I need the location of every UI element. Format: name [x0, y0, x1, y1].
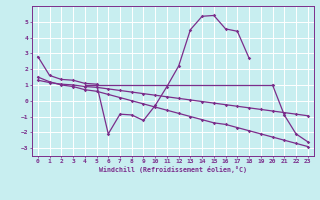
- X-axis label: Windchill (Refroidissement éolien,°C): Windchill (Refroidissement éolien,°C): [99, 166, 247, 173]
